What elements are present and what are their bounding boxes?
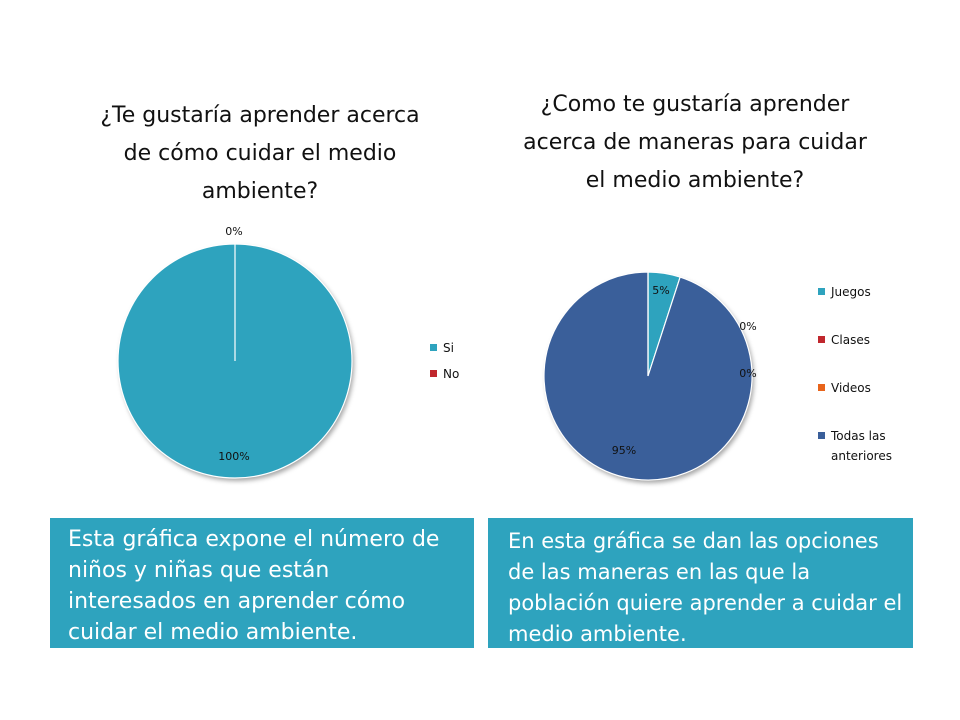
chart-2-legend-swatch-2	[818, 384, 825, 391]
chart-2-legend-item-1: Clases	[818, 330, 870, 350]
chart-1-data-label-1: 0%	[225, 225, 242, 238]
chart-1-legend: Si No	[430, 338, 530, 388]
chart-2-legend-item-3: Todas las anteriores	[818, 426, 911, 466]
chart-1-title: ¿Te gustaría aprender acerca de cómo cui…	[100, 103, 420, 204]
chart-2-pie: 5% 0% 0% 95%	[543, 271, 757, 481]
chart-1-legend-label-0: Si	[443, 341, 454, 355]
chart-1-legend-swatch-1	[430, 370, 437, 377]
chart-2-legend-label-1: Clases	[831, 333, 870, 347]
chart-1-legend-label-1: No	[443, 367, 460, 381]
caption-left: Esta gráfica expone el número de niños y…	[50, 518, 474, 648]
chart-1-legend-swatch-0	[430, 344, 437, 351]
chart-2-legend-label-2: Videos	[831, 381, 871, 395]
chart-2-legend-label-3: Todas las anteriores	[831, 429, 892, 463]
chart-2-data-label-1: 0%	[739, 320, 756, 333]
chart-2-data-label-0: 5%	[652, 284, 669, 297]
chart-2-legend-item-0: Juegos	[818, 282, 871, 302]
chart-2-legend-swatch-0	[818, 288, 825, 295]
chart-1-legend-item-0: Si	[430, 338, 454, 358]
chart-1-legend-item-1: No	[430, 364, 459, 384]
chart-2-legend-item-2: Videos	[818, 378, 871, 398]
chart-2-title: ¿Como te gustaría aprender acerca de man…	[523, 92, 867, 193]
chart-2-data-label-2: 0%	[739, 367, 756, 380]
caption-right: En esta gráfica se dan las opciones de l…	[488, 518, 913, 648]
chart-2-legend-label-0: Juegos	[831, 285, 871, 299]
chart-1-pie: 100% 0%	[117, 225, 353, 479]
chart-1-data-label-0: 100%	[218, 450, 249, 463]
chart-2-legend-swatch-3	[818, 432, 825, 439]
chart-2-legend: Juegos Clases Videos Todas las anteriores	[818, 282, 918, 472]
chart-2-legend-swatch-1	[818, 336, 825, 343]
chart-2-data-label-3: 95%	[612, 444, 636, 457]
